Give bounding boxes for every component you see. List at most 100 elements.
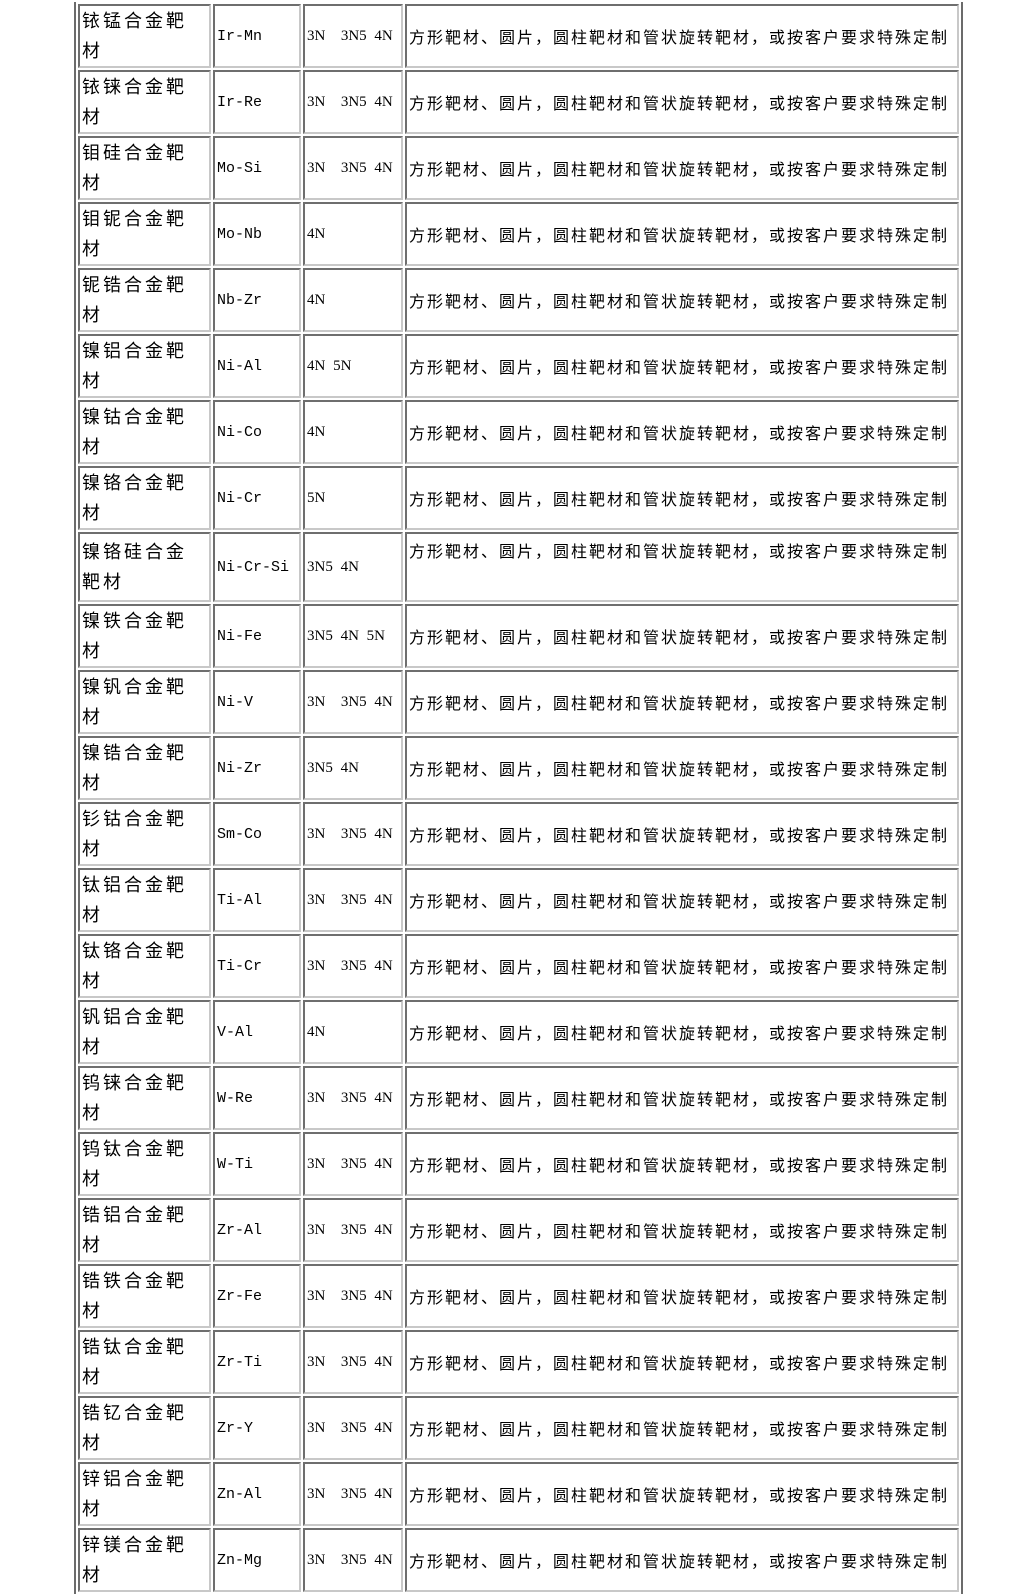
formula-cell: Ti-Al — [213, 868, 301, 932]
purity-cell: 3N5 4N — [303, 736, 403, 800]
alloy-name-cell: 钐钴合金靶材 — [78, 802, 211, 866]
purity-cell: 3N 3N5 4N — [303, 1066, 403, 1130]
description-cell: 方形靶材、圆片，圆柱靶材和管状旋转靶材，或按客户要求特殊定制 — [405, 1132, 959, 1196]
purity-cell: 4N — [303, 400, 403, 464]
description-cell: 方形靶材、圆片，圆柱靶材和管状旋转靶材，或按客户要求特殊定制 — [405, 1396, 959, 1460]
purity-cell: 5N — [303, 466, 403, 530]
alloy-name-cell: 钛铬合金靶材 — [78, 934, 211, 998]
purity-cell: 3N5 4N — [303, 532, 403, 602]
description-cell: 方形靶材、圆片，圆柱靶材和管状旋转靶材，或按客户要求特殊定制 — [405, 1000, 959, 1064]
description-cell: 方形靶材、圆片，圆柱靶材和管状旋转靶材，或按客户要求特殊定制 — [405, 4, 959, 68]
description-cell: 方形靶材、圆片，圆柱靶材和管状旋转靶材，或按客户要求特殊定制 — [405, 1198, 959, 1262]
table-row: 锌镁合金靶材 Zn-Mg 3N 3N5 4N 方形靶材、圆片，圆柱靶材和管状旋转靶材，… — [78, 1528, 959, 1592]
purity-cell: 3N5 4N 5N — [303, 604, 403, 668]
table-row: 钛铝合金靶材 Ti-Al 3N 3N5 4N 方形靶材、圆片，圆柱靶材和管状旋转靶材，… — [78, 868, 959, 932]
purity-cell: 3N 3N5 4N — [303, 4, 403, 68]
table-row: 镍钴合金靶材 Ni-Co 4N 方形靶材、圆片，圆柱靶材和管状旋转靶材，或按客户要求特… — [78, 400, 959, 464]
alloy-name-cell: 钼硅合金靶材 — [78, 136, 211, 200]
formula-cell: Zr-Al — [213, 1198, 301, 1262]
table-row: 铌锆合金靶材 Nb-Zr 4N 方形靶材、圆片，圆柱靶材和管状旋转靶材，或按客户要求特… — [78, 268, 959, 332]
purity-cell: 3N 3N5 4N — [303, 868, 403, 932]
description-cell: 方形靶材、圆片，圆柱靶材和管状旋转靶材，或按客户要求特殊定制 — [405, 70, 959, 134]
table-row: 锆铁合金靶材 Zr-Fe 3N 3N5 4N 方形靶材、圆片，圆柱靶材和管状旋转靶材，… — [78, 1264, 959, 1328]
description-cell: 方形靶材、圆片，圆柱靶材和管状旋转靶材，或按客户要求特殊定制 — [405, 736, 959, 800]
formula-cell: Ni-Zr — [213, 736, 301, 800]
description-cell: 方形靶材、圆片，圆柱靶材和管状旋转靶材，或按客户要求特殊定制 — [405, 1462, 959, 1526]
alloy-name-cell: 钨铼合金靶材 — [78, 1066, 211, 1130]
alloy-name-cell: 锆钛合金靶材 — [78, 1330, 211, 1394]
table-row: 镍锆合金靶材 Ni-Zr 3N5 4N 方形靶材、圆片，圆柱靶材和管状旋转靶材，或按客… — [78, 736, 959, 800]
alloy-name-cell: 镍铝合金靶材 — [78, 334, 211, 398]
formula-cell: Zn-Mg — [213, 1528, 301, 1592]
table-row: 钨钛合金靶材 W-Ti 3N 3N5 4N 方形靶材、圆片，圆柱靶材和管状旋转靶材，或… — [78, 1132, 959, 1196]
description-cell: 方形靶材、圆片，圆柱靶材和管状旋转靶材，或按客户要求特殊定制 — [405, 934, 959, 998]
alloy-name-cell: 镍铬合金靶材 — [78, 466, 211, 530]
purity-cell: 4N — [303, 202, 403, 266]
description-cell: 方形靶材、圆片，圆柱靶材和管状旋转靶材，或按客户要求特殊定制 — [405, 466, 959, 530]
table-row: 钒铝合金靶材 V-Al 4N 方形靶材、圆片，圆柱靶材和管状旋转靶材，或按客户要求特殊… — [78, 1000, 959, 1064]
alloy-name-cell: 镍铬硅合金靶材 — [78, 532, 211, 602]
table-row: 锌铝合金靶材 Zn-Al 3N 3N5 4N 方形靶材、圆片，圆柱靶材和管状旋转靶材，… — [78, 1462, 959, 1526]
alloy-name-cell: 钨钛合金靶材 — [78, 1132, 211, 1196]
purity-cell: 3N 3N5 4N — [303, 70, 403, 134]
alloy-name-cell: 锆钇合金靶材 — [78, 1396, 211, 1460]
table-row: 镍铬合金靶材 Ni-Cr 5N 方形靶材、圆片，圆柱靶材和管状旋转靶材，或按客户要求特… — [78, 466, 959, 530]
formula-cell: Ir-Mn — [213, 4, 301, 68]
formula-cell: Mo-Nb — [213, 202, 301, 266]
table-row: 钨铼合金靶材 W-Re 3N 3N5 4N 方形靶材、圆片，圆柱靶材和管状旋转靶材，或… — [78, 1066, 959, 1130]
alloy-name-cell: 镍锆合金靶材 — [78, 736, 211, 800]
purity-cell: 3N 3N5 4N — [303, 1264, 403, 1328]
description-cell: 方形靶材、圆片，圆柱靶材和管状旋转靶材，或按客户要求特殊定制 — [405, 802, 959, 866]
table-row: 镍铝合金靶材 Ni-Al 4N 5N 方形靶材、圆片，圆柱靶材和管状旋转靶材，或按客户… — [78, 334, 959, 398]
table-row: 镍钒合金靶材 Ni-V 3N 3N5 4N 方形靶材、圆片，圆柱靶材和管状旋转靶材，或… — [78, 670, 959, 734]
description-cell: 方形靶材、圆片，圆柱靶材和管状旋转靶材，或按客户要求特殊定制 — [405, 868, 959, 932]
formula-cell: V-Al — [213, 1000, 301, 1064]
description-cell: 方形靶材、圆片，圆柱靶材和管状旋转靶材，或按客户要求特殊定制 — [405, 400, 959, 464]
alloy-name-cell: 铱铼合金靶材 — [78, 70, 211, 134]
description-cell: 方形靶材、圆片，圆柱靶材和管状旋转靶材，或按客户要求特殊定制 — [405, 1066, 959, 1130]
table-row: 铱铼合金靶材 Ir-Re 3N 3N5 4N 方形靶材、圆片，圆柱靶材和管状旋转靶材，… — [78, 70, 959, 134]
purity-cell: 3N 3N5 4N — [303, 1462, 403, 1526]
alloy-name-cell: 镍钴合金靶材 — [78, 400, 211, 464]
purity-cell: 3N 3N5 4N — [303, 136, 403, 200]
table-row: 钐钴合金靶材 Sm-Co 3N 3N5 4N 方形靶材、圆片，圆柱靶材和管状旋转靶材，… — [78, 802, 959, 866]
formula-cell: Zr-Fe — [213, 1264, 301, 1328]
formula-cell: W-Re — [213, 1066, 301, 1130]
alloy-target-table: 铱锰合金靶材 Ir-Mn 3N 3N5 4N 方形靶材、圆片，圆柱靶材和管状旋转靶材，… — [74, 2, 963, 1594]
table-row: 锆铝合金靶材 Zr-Al 3N 3N5 4N 方形靶材、圆片，圆柱靶材和管状旋转靶材，… — [78, 1198, 959, 1262]
description-cell: 方形靶材、圆片，圆柱靶材和管状旋转靶材，或按客户要求特殊定制 — [405, 334, 959, 398]
purity-cell: 3N 3N5 4N — [303, 1396, 403, 1460]
formula-cell: Ni-Fe — [213, 604, 301, 668]
formula-cell: Ni-Co — [213, 400, 301, 464]
description-cell: 方形靶材、圆片，圆柱靶材和管状旋转靶材，或按客户要求特殊定制 — [405, 136, 959, 200]
alloy-name-cell: 镍铁合金靶材 — [78, 604, 211, 668]
description-cell: 方形靶材、圆片，圆柱靶材和管状旋转靶材，或按客户要求特殊定制 — [405, 1330, 959, 1394]
alloy-name-cell: 钼铌合金靶材 — [78, 202, 211, 266]
formula-cell: Ni-Cr-Si — [213, 532, 301, 602]
formula-cell: Mo-Si — [213, 136, 301, 200]
table-row: 钼硅合金靶材 Mo-Si 3N 3N5 4N 方形靶材、圆片，圆柱靶材和管状旋转靶材，… — [78, 136, 959, 200]
purity-cell: 3N 3N5 4N — [303, 802, 403, 866]
formula-cell: Nb-Zr — [213, 268, 301, 332]
description-cell: 方形靶材、圆片，圆柱靶材和管状旋转靶材，或按客户要求特殊定制 — [405, 532, 959, 602]
table-row: 锆钇合金靶材 Zr-Y 3N 3N5 4N 方形靶材、圆片，圆柱靶材和管状旋转靶材，或… — [78, 1396, 959, 1460]
description-cell: 方形靶材、圆片，圆柱靶材和管状旋转靶材，或按客户要求特殊定制 — [405, 1264, 959, 1328]
purity-cell: 3N 3N5 4N — [303, 1198, 403, 1262]
purity-cell: 3N 3N5 4N — [303, 934, 403, 998]
purity-cell: 3N 3N5 4N — [303, 1528, 403, 1592]
description-cell: 方形靶材、圆片，圆柱靶材和管状旋转靶材，或按客户要求特殊定制 — [405, 268, 959, 332]
alloy-name-cell: 铱锰合金靶材 — [78, 4, 211, 68]
description-cell: 方形靶材、圆片，圆柱靶材和管状旋转靶材，或按客户要求特殊定制 — [405, 202, 959, 266]
purity-cell: 3N 3N5 4N — [303, 1330, 403, 1394]
table-row: 锆钛合金靶材 Zr-Ti 3N 3N5 4N 方形靶材、圆片，圆柱靶材和管状旋转靶材，… — [78, 1330, 959, 1394]
alloy-name-cell: 锆铝合金靶材 — [78, 1198, 211, 1262]
formula-cell: Zn-Al — [213, 1462, 301, 1526]
table-body: 铱锰合金靶材 Ir-Mn 3N 3N5 4N 方形靶材、圆片，圆柱靶材和管状旋转靶材，… — [78, 4, 959, 1592]
table-row: 钼铌合金靶材 Mo-Nb 4N 方形靶材、圆片，圆柱靶材和管状旋转靶材，或按客户要求特… — [78, 202, 959, 266]
description-cell: 方形靶材、圆片，圆柱靶材和管状旋转靶材，或按客户要求特殊定制 — [405, 670, 959, 734]
formula-cell: Ni-Cr — [213, 466, 301, 530]
description-cell: 方形靶材、圆片，圆柱靶材和管状旋转靶材，或按客户要求特殊定制 — [405, 604, 959, 668]
alloy-name-cell: 铌锆合金靶材 — [78, 268, 211, 332]
description-cell: 方形靶材、圆片，圆柱靶材和管状旋转靶材，或按客户要求特殊定制 — [405, 1528, 959, 1592]
formula-cell: W-Ti — [213, 1132, 301, 1196]
